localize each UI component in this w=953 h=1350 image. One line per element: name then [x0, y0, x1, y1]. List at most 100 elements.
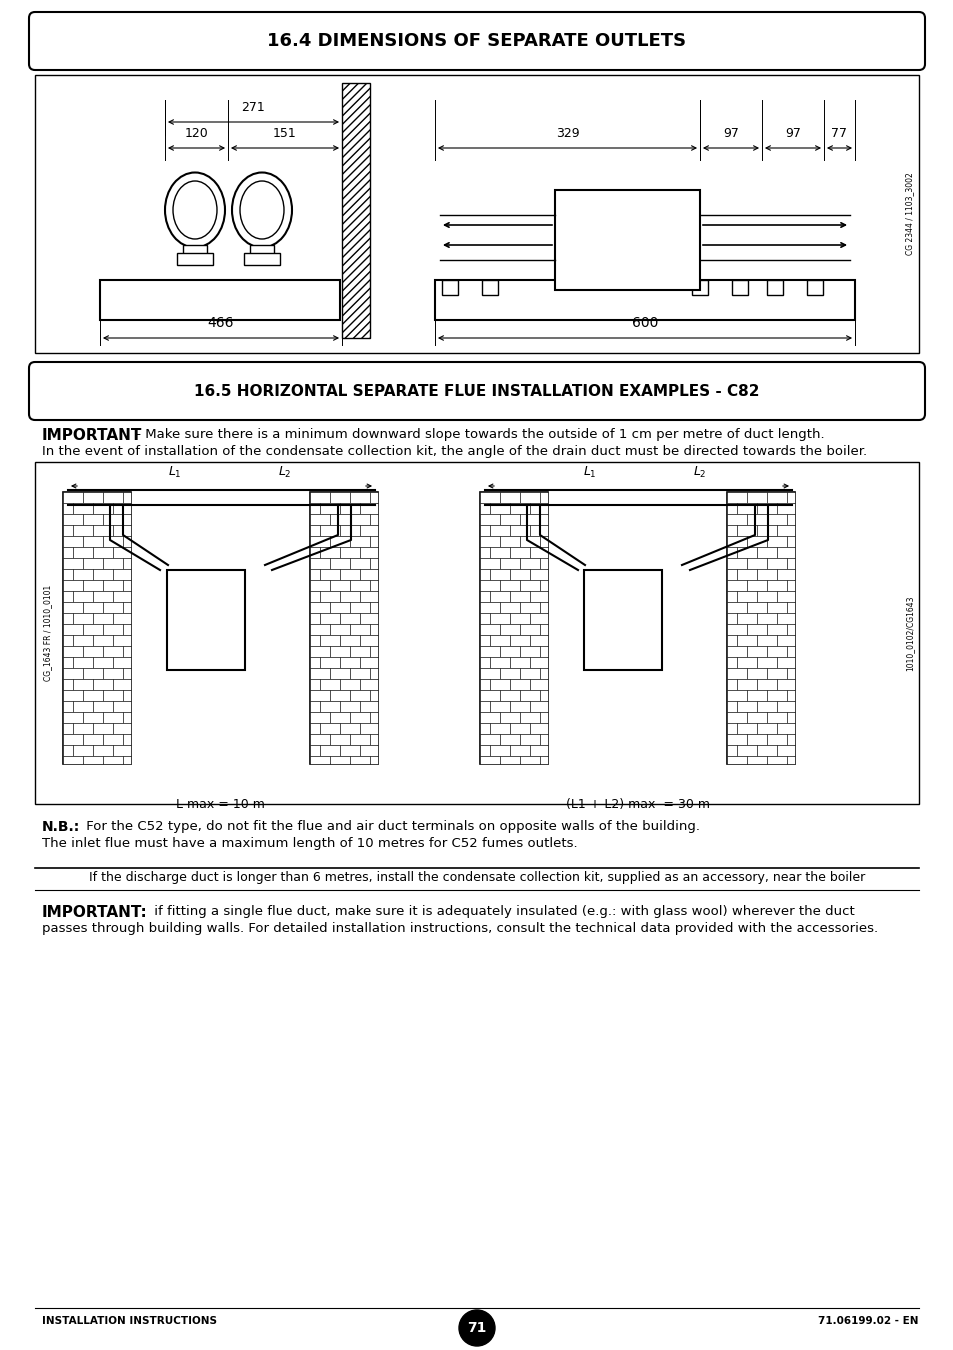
Bar — [726, 580, 746, 591]
Bar — [103, 536, 123, 547]
Bar — [481, 279, 497, 296]
Bar — [63, 580, 83, 591]
Bar — [112, 525, 131, 536]
Bar — [112, 547, 131, 558]
Bar — [83, 491, 103, 504]
Bar — [310, 624, 330, 634]
Bar — [786, 536, 794, 547]
Bar — [726, 491, 746, 504]
Bar — [370, 624, 377, 634]
FancyBboxPatch shape — [29, 362, 924, 420]
Bar — [339, 745, 359, 756]
Bar — [370, 690, 377, 701]
Bar — [73, 547, 92, 558]
Bar — [63, 657, 73, 668]
Bar — [786, 602, 794, 613]
Bar — [499, 580, 519, 591]
Bar — [510, 701, 530, 711]
Bar — [539, 647, 547, 657]
Bar — [73, 613, 92, 624]
Bar — [83, 690, 103, 701]
Text: $L_2$: $L_2$ — [278, 464, 292, 481]
Bar — [112, 657, 131, 668]
Bar — [776, 701, 794, 711]
Bar — [350, 491, 370, 504]
Bar — [123, 690, 131, 701]
Bar — [786, 690, 794, 701]
Bar — [63, 647, 83, 657]
Bar — [786, 491, 794, 504]
Bar — [63, 745, 73, 756]
Bar — [737, 745, 757, 756]
Bar — [330, 580, 350, 591]
Bar — [726, 602, 746, 613]
Bar — [92, 591, 112, 602]
Bar — [250, 244, 274, 255]
Bar — [359, 657, 377, 668]
Bar — [370, 491, 377, 504]
Bar — [786, 756, 794, 764]
Text: N.B.:: N.B.: — [42, 819, 80, 834]
Bar — [73, 525, 92, 536]
Bar — [726, 491, 794, 764]
Bar — [539, 602, 547, 613]
Bar — [112, 613, 131, 624]
Bar — [746, 624, 766, 634]
Bar — [757, 568, 776, 580]
Bar — [103, 580, 123, 591]
Text: 120: 120 — [185, 127, 208, 140]
Bar — [479, 525, 490, 536]
Bar — [63, 536, 83, 547]
Bar — [350, 690, 370, 701]
Bar — [73, 745, 92, 756]
Bar — [92, 613, 112, 624]
Bar — [786, 711, 794, 724]
Bar — [519, 647, 539, 657]
Text: 71: 71 — [467, 1322, 486, 1335]
Bar — [499, 734, 519, 745]
Bar — [370, 647, 377, 657]
Bar — [766, 690, 786, 701]
Bar — [63, 568, 73, 580]
Bar — [63, 690, 83, 701]
Bar — [490, 613, 510, 624]
Bar — [310, 756, 330, 764]
Bar — [737, 525, 757, 536]
Bar — [359, 591, 377, 602]
Bar — [766, 514, 786, 525]
Bar — [479, 724, 490, 734]
Bar — [92, 547, 112, 558]
Bar — [539, 624, 547, 634]
Bar — [63, 668, 83, 679]
Bar — [786, 734, 794, 745]
Bar — [103, 690, 123, 701]
Bar — [757, 745, 776, 756]
Bar — [319, 679, 339, 690]
Bar — [510, 657, 530, 668]
Bar — [766, 558, 786, 568]
Bar — [350, 514, 370, 525]
Bar — [786, 514, 794, 525]
Bar — [510, 745, 530, 756]
Text: (L1 + L2) max  = 30 m: (L1 + L2) max = 30 m — [565, 798, 709, 811]
Bar — [499, 514, 519, 525]
Bar — [339, 613, 359, 624]
Bar — [92, 634, 112, 647]
Bar — [350, 756, 370, 764]
Bar — [370, 536, 377, 547]
Bar — [757, 657, 776, 668]
Bar — [177, 252, 213, 265]
Bar — [123, 624, 131, 634]
Bar — [499, 647, 519, 657]
Bar — [479, 690, 499, 701]
Bar — [310, 668, 330, 679]
Bar — [103, 711, 123, 724]
Bar — [726, 679, 737, 690]
Bar — [63, 724, 73, 734]
Text: IMPORTANT:: IMPORTANT: — [42, 904, 148, 919]
Bar — [519, 580, 539, 591]
Bar — [490, 679, 510, 690]
Bar — [726, 536, 746, 547]
Bar — [746, 668, 766, 679]
Bar — [319, 504, 339, 514]
